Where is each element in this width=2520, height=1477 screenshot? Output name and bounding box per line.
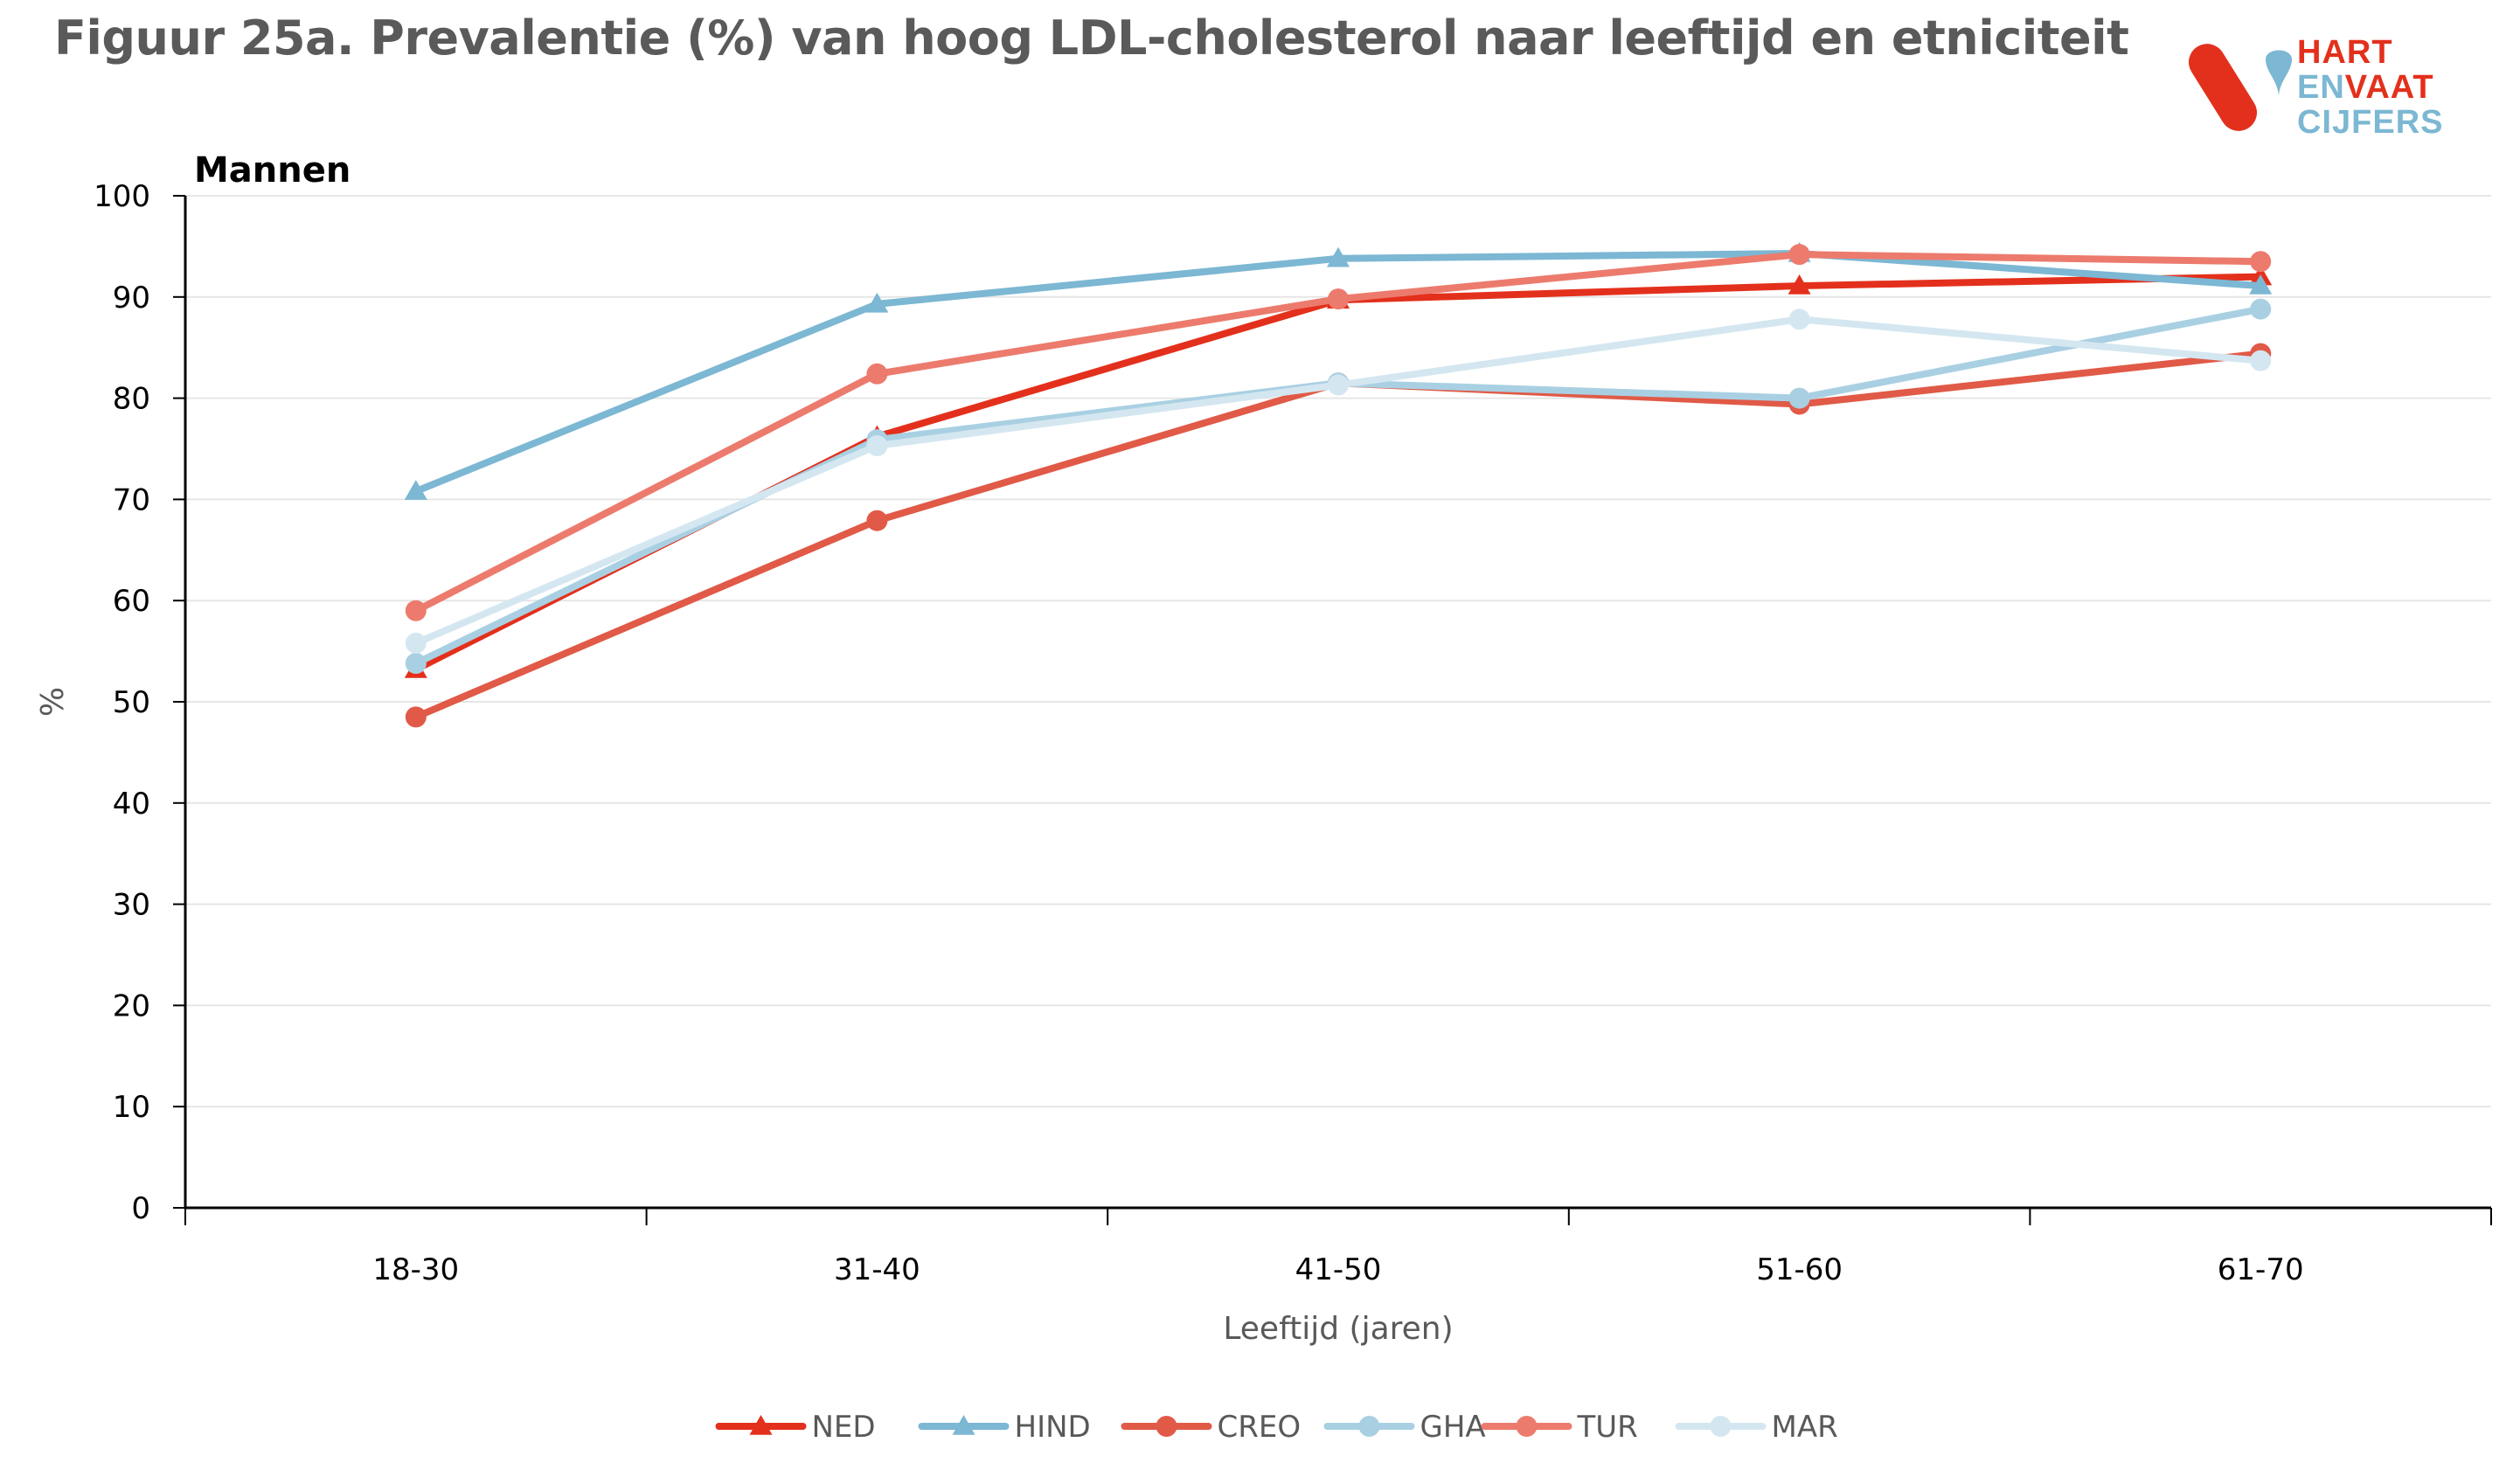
data-point [2250, 298, 2272, 320]
x-axis-label: Leeftijd (jaren) [1223, 1311, 1453, 1347]
data-point [2249, 274, 2273, 295]
logo-line-3: CIJFERS [2297, 104, 2444, 141]
series-line [412, 316, 2265, 647]
data-point [405, 600, 427, 621]
legend-marker [1358, 1416, 1380, 1437]
series-lines [404, 242, 2273, 728]
series-mar [405, 309, 2272, 654]
x-tick-label: 51-60 [1756, 1252, 1843, 1287]
logo-line-2b: VAAT [2344, 69, 2434, 106]
series-tur [405, 244, 2272, 621]
legend-item-creo: CREO [1121, 1410, 1302, 1445]
y-tick-label: 20 [113, 988, 150, 1023]
logo-line-2a: EN [2297, 69, 2345, 106]
legend-marker [952, 1415, 975, 1435]
y-tick-label: 40 [113, 787, 150, 822]
data-point [1327, 246, 1350, 267]
data-point [1788, 274, 1811, 295]
data-point [405, 632, 427, 654]
y-tick-label: 30 [113, 888, 150, 923]
legend-label: MAR [1772, 1410, 1838, 1445]
legend-item-ned: NED [715, 1410, 876, 1445]
data-point [2250, 350, 2272, 371]
legend-marker [1710, 1416, 1732, 1437]
y-tick-label: 10 [113, 1090, 150, 1125]
chart-subtitle: Mannen [194, 150, 351, 191]
legend-item-gha: GHA [1323, 1410, 1486, 1445]
data-point [866, 435, 888, 457]
data-point [866, 363, 888, 385]
y-tick-label: 60 [113, 584, 150, 619]
series-gha [405, 298, 2272, 674]
y-tick-label: 90 [113, 281, 150, 316]
legend-marker [749, 1415, 773, 1435]
legend-item-tur: TUR [1481, 1410, 1638, 1445]
x-tick-label: 31-40 [834, 1252, 920, 1287]
data-point [2250, 251, 2272, 273]
logo-line-1: HART [2297, 34, 2393, 71]
data-point [405, 706, 427, 728]
data-point [1328, 374, 1349, 396]
legend-label: GHA [1420, 1410, 1486, 1445]
series-line [412, 350, 2265, 721]
y-tick-label: 70 [113, 482, 150, 517]
legend-label: HIND [1015, 1410, 1091, 1445]
series-line [412, 305, 2265, 667]
legend: NED HIND CREO GHA TUR MAR [715, 1410, 1838, 1445]
y-tick-label: 0 [131, 1191, 150, 1226]
hart-en-vaat-logo-icon [2188, 44, 2292, 131]
y-tick-label: 50 [113, 685, 150, 720]
legend-label: NED [812, 1410, 876, 1445]
legend-item-mar: MAR [1675, 1410, 1838, 1445]
data-point [1328, 288, 1349, 310]
y-tick-label: 80 [113, 382, 150, 417]
data-point [1788, 244, 1810, 266]
y-axis-label: % [35, 687, 71, 717]
legend-item-hind: HIND [918, 1410, 1091, 1445]
data-point [865, 292, 889, 313]
logo-text: HART ENVAAT CIJFERS [2297, 35, 2443, 140]
axes: 0 10 20 30 40 50 60 70 80 90 100 18-30 31-40 41-50 51-… [94, 179, 2492, 1287]
x-tick-label: 41-50 [1295, 1252, 1382, 1287]
legend-marker [1516, 1416, 1538, 1437]
legend-label: CREO [1218, 1410, 1302, 1445]
y-tick-label: 100 [94, 179, 150, 214]
page-title: Figuur 25a. Prevalentie (%) van hoog LDL… [54, 10, 2129, 66]
x-tick-label: 61-70 [2218, 1252, 2304, 1287]
data-point [866, 510, 888, 531]
x-tick-label: 18-30 [372, 1252, 459, 1287]
legend-marker [1156, 1416, 1177, 1437]
data-point [1788, 309, 1810, 330]
gridlines [185, 195, 2491, 1108]
data-point [405, 652, 427, 674]
data-point [404, 480, 427, 500]
data-point [1788, 387, 1810, 409]
legend-label: TUR [1577, 1410, 1638, 1445]
